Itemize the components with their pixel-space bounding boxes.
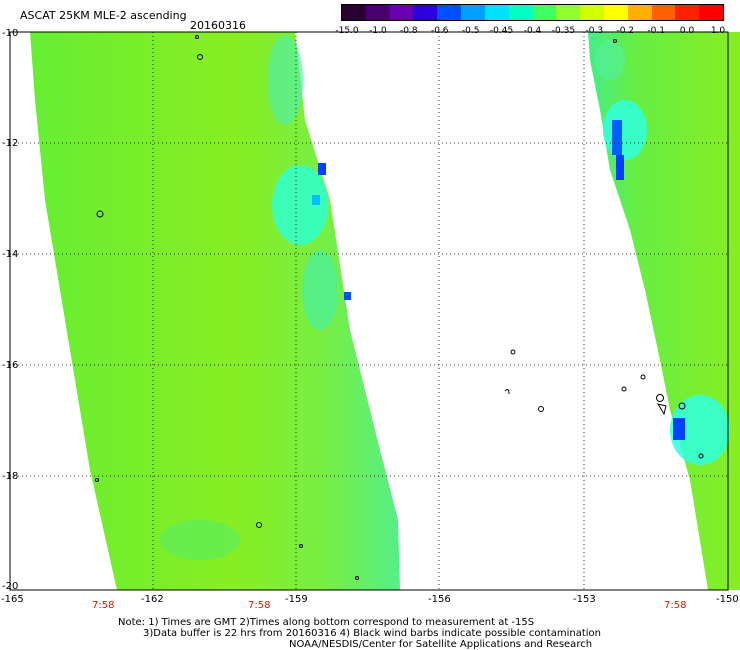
right-swath-blue-pixel — [673, 418, 685, 440]
colorbar-label: -0.6 — [430, 26, 449, 36]
colorbar-swatch — [627, 5, 652, 20]
time-label: 7:58 — [92, 600, 115, 611]
colorbar-label: -0.2 — [616, 26, 635, 36]
colorbar-swatch — [484, 5, 509, 20]
x-axis-label: -150 — [716, 594, 739, 605]
colorbar-label: -0.3 — [585, 26, 604, 36]
colorbar-label: -1.0 — [369, 26, 387, 36]
right-swath-cyan-zone — [603, 100, 647, 160]
right-swath-cyan-zone — [670, 395, 730, 465]
colorbar-label: 1.0 — [710, 26, 726, 36]
colorbar-swatch — [580, 5, 604, 20]
left-swath-blue-pixel — [344, 292, 351, 300]
colorbar-swatch — [365, 5, 390, 20]
colorbar-swatch — [675, 5, 700, 20]
x-axis-label: -153 — [573, 594, 596, 605]
colorbar-swatch — [699, 5, 723, 20]
map-title: ASCAT 25KM MLE-2 ascending — [20, 9, 187, 22]
y-axis-label: -12 — [2, 138, 19, 149]
colorbar-label: -0.4 — [523, 26, 542, 36]
colorbar-swatch — [508, 5, 533, 20]
left-swath-blue-pixel — [318, 163, 326, 175]
colorbar-swatch — [437, 5, 462, 20]
y-axis-label: -16 — [2, 360, 19, 371]
colorbar-swatch — [413, 5, 438, 20]
right-swath-cyan-zone — [595, 40, 625, 80]
left-swath-light-patch — [160, 520, 240, 560]
map-frame — [9, 31, 729, 591]
x-axis-label: -165 — [1, 594, 24, 605]
note-line-1: Note: 1) Times are GMT 2)Times along bot… — [118, 617, 535, 628]
left-swath-cyan-zone — [267, 35, 303, 125]
right-swath-blue-pixel — [616, 155, 624, 180]
colorbar-swatch — [532, 5, 557, 20]
island-outlines — [95, 35, 704, 580]
left-swath-lightblue-pixel — [312, 195, 320, 205]
y-axis-label: -14 — [2, 249, 19, 260]
y-axis-label: -20 — [2, 581, 19, 592]
colorbar-label: -0.8 — [400, 26, 418, 36]
colorbar-swatch — [651, 5, 676, 20]
colorbar-swatch — [389, 5, 414, 20]
left-swath-cyan-zone — [302, 250, 338, 330]
map-date: 20160316 — [190, 19, 246, 32]
colorbar-label: -0.35 — [551, 26, 576, 36]
colorbar-label: -0.1 — [647, 26, 665, 36]
x-axis-label: -156 — [428, 594, 451, 605]
colorbar-swatch — [556, 5, 581, 20]
left-swath-cyan-zone — [272, 165, 328, 245]
left-swath — [30, 32, 400, 590]
time-label: 7:58 — [664, 600, 687, 611]
gridlines — [10, 32, 728, 590]
colorbar-label: -0.45 — [489, 26, 514, 36]
colorbar-label: -15.0 — [335, 26, 359, 36]
x-axis-label: -162 — [141, 594, 164, 605]
note-line-3: NOAA/NESDIS/Center for Satellite Applica… — [289, 639, 593, 650]
colorbar-swatch — [603, 5, 628, 20]
note-line-2: 3)Data buffer is 22 hrs from 20160316 4)… — [143, 628, 601, 639]
y-axis-label: -10 — [2, 28, 19, 39]
colorbar-swatch — [461, 5, 485, 20]
time-label: 7:58 — [248, 600, 271, 611]
colorbar-swatch — [342, 5, 366, 20]
colorbar-label: 0.0 — [679, 26, 695, 36]
colorbar-label: -0.5 — [461, 26, 480, 36]
x-axis-label: -159 — [285, 594, 308, 605]
right-swath-blue-pixel — [612, 120, 622, 155]
y-axis-label: -18 — [2, 471, 19, 482]
colorbar — [341, 4, 724, 21]
